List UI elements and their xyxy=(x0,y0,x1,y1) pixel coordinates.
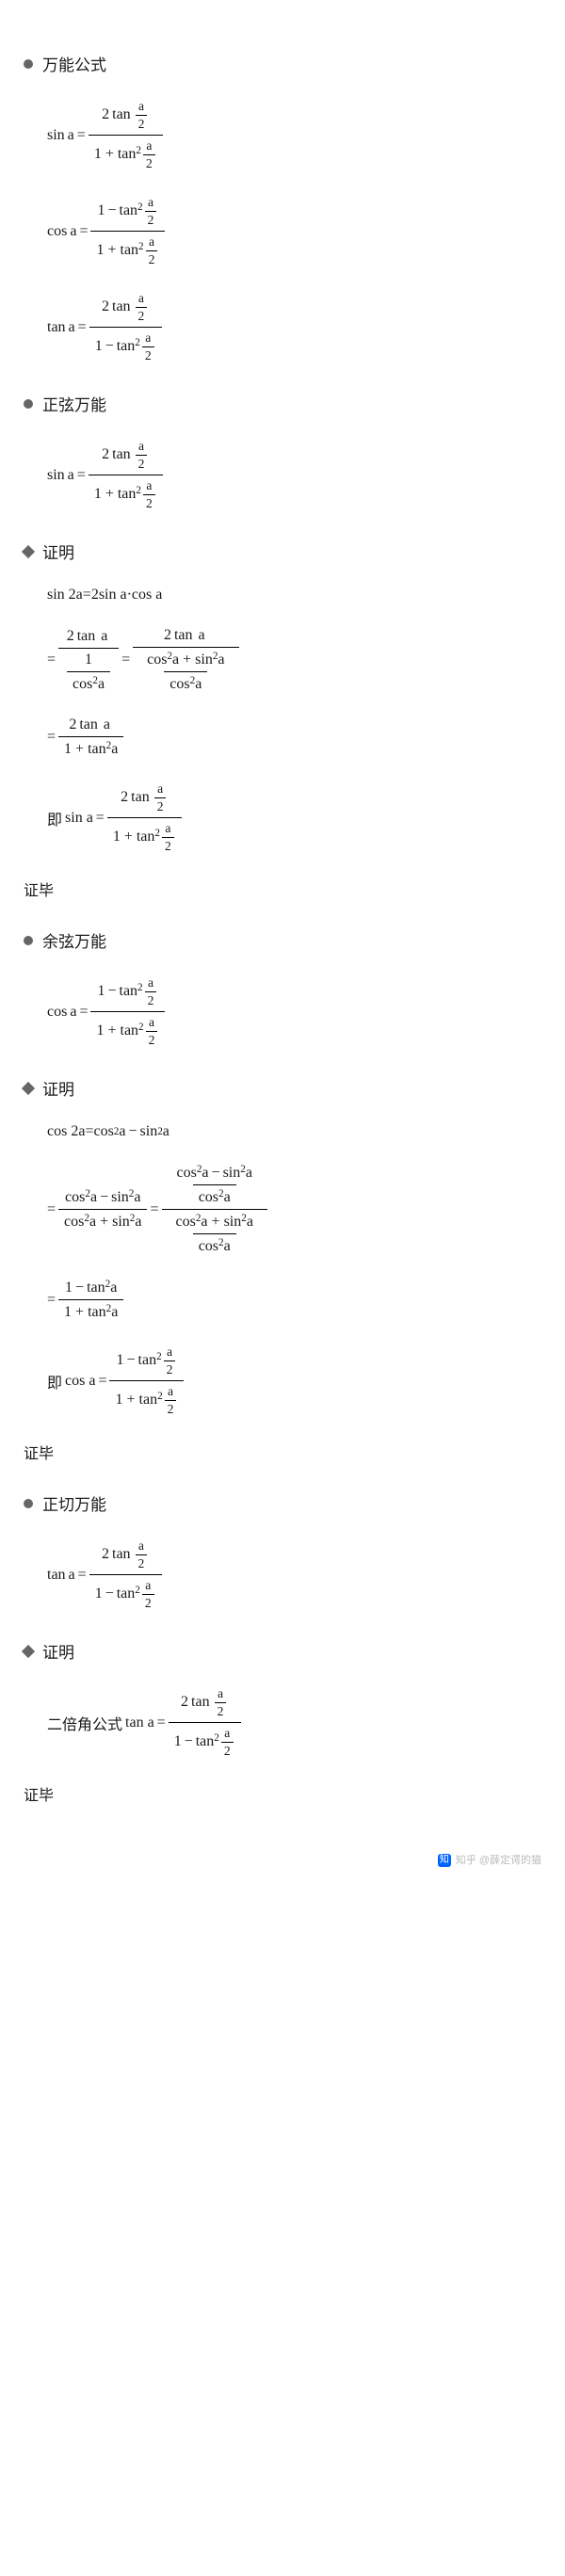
proof-cos-step2: = cos2a−sin2acos2a + sin2a = cos2a−sin2a… xyxy=(47,1164,541,1255)
diamond-icon xyxy=(22,1644,35,1657)
proof-sin-result: 即sin a = 2tana21 + tan2a2 xyxy=(47,781,541,854)
proof-1: 证明 xyxy=(24,539,541,563)
watermark: 知知乎 @薛定谔的猫 xyxy=(24,1852,541,1867)
proof-sin-step2: = 2tana1cos2a = 2tanacos2a + sin2acos2a xyxy=(47,627,541,693)
section-sin: 正弦万能 xyxy=(24,392,541,415)
zhihu-icon: 知 xyxy=(438,1854,451,1867)
bullet-icon xyxy=(24,399,33,409)
formula-tan-2: tana = 2tana21−tan2a2 xyxy=(47,1538,541,1611)
formula-cos-2: cosa = 1−tan2a21 + tan2a2 xyxy=(47,975,541,1048)
bullet-icon xyxy=(24,59,33,69)
formula-cos: cosa = 1−tan2a21 + tan2a2 xyxy=(47,195,541,267)
section-tan: 正切万能 xyxy=(24,1491,541,1515)
h3: 余弦万能 xyxy=(42,928,106,952)
proof-3: 证明 xyxy=(24,1639,541,1663)
formula-sin-2: sina = 2tana21 + tan2a2 xyxy=(47,439,541,511)
proof-cos-step1: cos 2a = cos2a−sin2a xyxy=(47,1123,541,1140)
section-universal: 万能公式 xyxy=(24,52,541,75)
qed-1: 证毕 xyxy=(24,877,541,900)
bullet-icon xyxy=(24,936,33,945)
proof-sin-step1: sin 2a = 2sin a · cos a xyxy=(47,587,541,604)
qed-3: 证毕 xyxy=(24,1782,541,1805)
qed-2: 证毕 xyxy=(24,1441,541,1463)
diamond-icon xyxy=(22,544,35,557)
proof-cos-step3: = 1−tan2a1 + tan2a xyxy=(47,1279,541,1321)
formula-sin: sina = 2tana21 + tan2a2 xyxy=(47,99,541,171)
proof-cos-result: 即cos a = 1−tan2a21 + tan2a2 xyxy=(47,1344,541,1417)
proof-2: 证明 xyxy=(24,1076,541,1100)
proof-tan: 二倍角公式tan a = 2tana21−tan2a2 xyxy=(47,1686,541,1759)
h1: 万能公式 xyxy=(42,52,106,75)
h4: 正切万能 xyxy=(42,1491,106,1515)
bullet-icon xyxy=(24,1499,33,1508)
proof-sin-step3: = 2tana1 + tan2a xyxy=(47,716,541,758)
section-cos: 余弦万能 xyxy=(24,928,541,952)
diamond-icon xyxy=(22,1081,35,1094)
formula-tan: tana = 2tana21−tan2a2 xyxy=(47,291,541,363)
h2: 正弦万能 xyxy=(42,392,106,415)
